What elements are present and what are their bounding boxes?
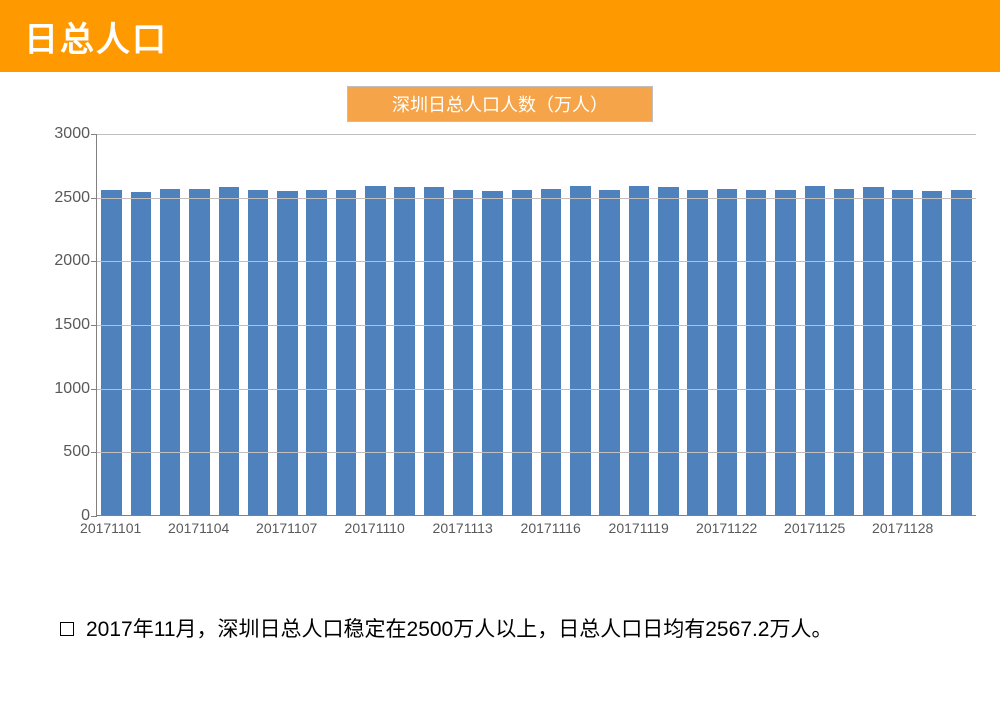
x-tick-label: 20171125 bbox=[784, 520, 845, 536]
plot-area bbox=[96, 134, 976, 516]
bar bbox=[512, 190, 533, 515]
legend-container: 深圳日总人口人数（万人） bbox=[0, 86, 1000, 122]
bar bbox=[277, 191, 298, 515]
bar bbox=[453, 190, 474, 515]
x-tick-label: 20171107 bbox=[256, 520, 317, 536]
bar bbox=[687, 190, 708, 515]
x-tick-label: 20171119 bbox=[609, 520, 669, 536]
bar bbox=[746, 190, 767, 515]
y-tick-label: 1000 bbox=[54, 380, 90, 398]
bar bbox=[131, 192, 152, 515]
y-tick-label: 3000 bbox=[54, 125, 90, 143]
x-tick-label: 20171110 bbox=[345, 520, 405, 536]
y-tick-label: 0 bbox=[81, 507, 90, 525]
bar bbox=[219, 187, 240, 515]
bar bbox=[922, 191, 943, 515]
x-axis-labels: 2017110120171104201711072017111020171113… bbox=[96, 520, 976, 540]
bar bbox=[834, 189, 855, 515]
chart-legend: 深圳日总人口人数（万人） bbox=[347, 86, 653, 122]
bar bbox=[541, 189, 562, 515]
bar bbox=[863, 187, 884, 515]
bullet-list: 2017年11月，深圳日总人口稳定在2500万人以上，日总人口日均有2567.2… bbox=[60, 610, 940, 650]
bar bbox=[160, 189, 181, 515]
gridline bbox=[97, 198, 976, 199]
bar bbox=[805, 186, 826, 515]
y-tick-label: 500 bbox=[63, 443, 90, 461]
gridline bbox=[97, 389, 976, 390]
bar bbox=[658, 187, 679, 515]
bullet-item: 2017年11月，深圳日总人口稳定在2500万人以上，日总人口日均有2567.2… bbox=[60, 610, 940, 650]
gridline bbox=[97, 325, 976, 326]
bar bbox=[306, 190, 327, 515]
bar bbox=[394, 187, 415, 515]
bar bbox=[951, 190, 972, 515]
bar bbox=[248, 190, 269, 515]
chart-area: 2017110120171104201711072017111020171113… bbox=[16, 126, 984, 566]
x-tick-label: 20171113 bbox=[433, 520, 493, 536]
bar bbox=[424, 187, 445, 515]
bullet-marker-icon bbox=[60, 622, 74, 636]
bar bbox=[482, 191, 503, 515]
x-tick-label: 20171122 bbox=[696, 520, 757, 536]
bar bbox=[101, 190, 122, 515]
y-tick-label: 2500 bbox=[54, 189, 90, 207]
bar bbox=[717, 189, 738, 515]
gridline bbox=[97, 134, 976, 135]
gridline bbox=[97, 452, 976, 453]
y-tick bbox=[91, 516, 97, 517]
bullet-text: 2017年11月，深圳日总人口稳定在2500万人以上，日总人口日均有2567.2… bbox=[86, 610, 940, 650]
x-tick-label: 20171128 bbox=[872, 520, 933, 536]
bar bbox=[570, 186, 591, 515]
bar bbox=[775, 190, 796, 515]
x-tick-label: 20171116 bbox=[521, 520, 581, 536]
x-tick-label: 20171104 bbox=[168, 520, 229, 536]
bar bbox=[892, 190, 913, 515]
bar bbox=[629, 186, 650, 515]
y-tick-label: 1500 bbox=[54, 316, 90, 334]
slide: 日总人口 深圳日总人口人数（万人） 2017110120171104201711… bbox=[0, 0, 1000, 718]
bar bbox=[599, 190, 620, 515]
title-bar: 日总人口 bbox=[0, 0, 1000, 72]
page-title: 日总人口 bbox=[24, 12, 168, 61]
y-tick-label: 2000 bbox=[54, 252, 90, 270]
bar bbox=[336, 190, 357, 515]
bar bbox=[365, 186, 386, 515]
gridline bbox=[97, 261, 976, 262]
bar bbox=[189, 189, 210, 515]
